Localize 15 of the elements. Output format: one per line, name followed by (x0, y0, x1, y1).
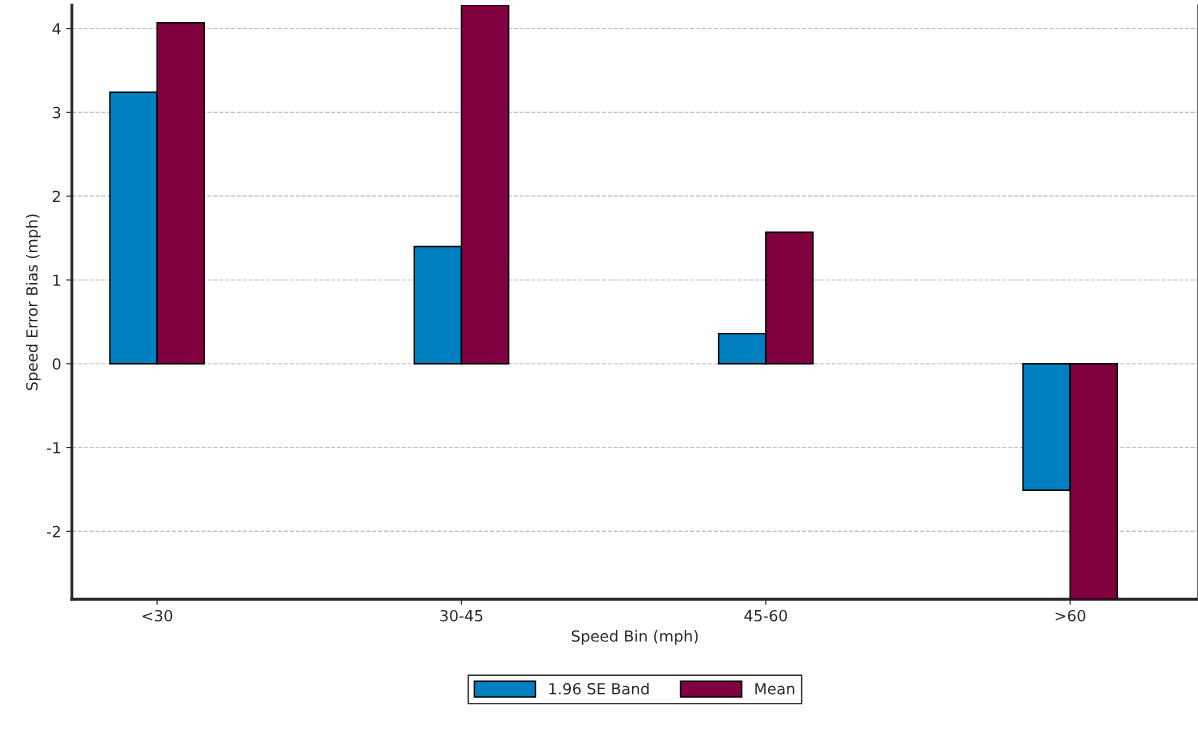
y-tick-label: 0 (52, 358, 61, 370)
y-tick-label: 4 (52, 23, 61, 35)
y-tick-label: 2 (52, 190, 60, 202)
x-axis-title: Speed Bin (mph) (571, 630, 698, 645)
legend-label: Mean (755, 683, 795, 695)
legend-label: 1.96 SE Band (549, 682, 649, 695)
x-tick-label: 30-45 (440, 609, 483, 622)
y-tick-label: -2 (46, 525, 60, 538)
y-tick-label: -1 (46, 442, 61, 454)
y-tick-label: 3 (52, 106, 61, 119)
x-tick-label: 45-60 (744, 609, 787, 622)
y-axis-title: Speed Error Bias (mph) (25, 214, 41, 391)
y-tick-label: 1 (53, 274, 61, 286)
x-tick-label: >60 (1055, 609, 1086, 622)
x-tick-label: <30 (142, 609, 173, 622)
